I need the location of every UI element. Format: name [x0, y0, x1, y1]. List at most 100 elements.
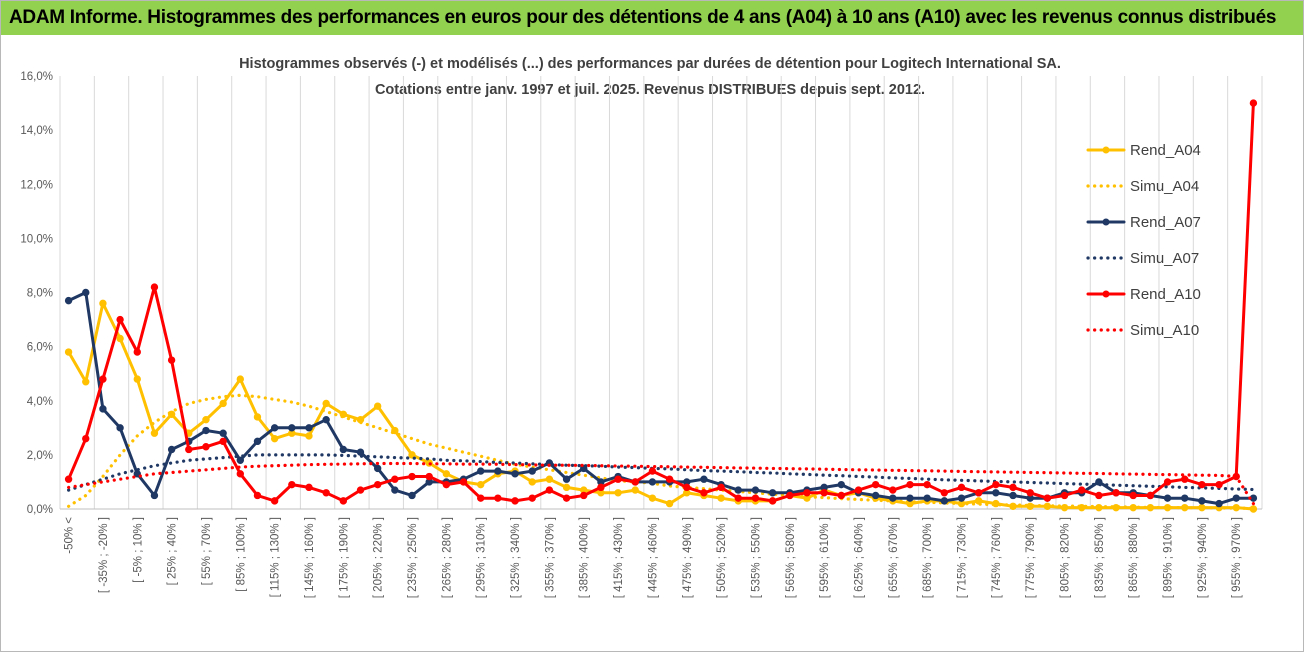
data-point-rend-a07 — [219, 429, 227, 437]
data-point-rend-a10 — [1146, 491, 1155, 500]
data-point-rend-a10 — [717, 483, 725, 492]
x-tick-label: [ 115% ; 130% ] — [270, 517, 282, 597]
data-point-rend-a07 — [889, 494, 897, 502]
legend-label-simu-a04: Simu_A04 — [1130, 178, 1199, 195]
y-tick-label: 2,0% — [27, 450, 53, 462]
x-tick-label: [ 655% ; 670% ] — [888, 517, 900, 598]
data-point-rend-a07 — [562, 475, 571, 483]
data-point-rend-a04 — [150, 429, 159, 437]
series-line-simu-a04 — [66, 393, 1256, 510]
y-tick-label: 4,0% — [27, 396, 53, 408]
legend-label-rend-a10: Rend_A10 — [1130, 286, 1201, 303]
legend-marker-rend-a10 — [1102, 290, 1110, 298]
data-point-rend-a04 — [665, 499, 674, 508]
x-tick-label: [ 895% ; 910% ] — [1163, 517, 1175, 598]
data-point-rend-a10 — [236, 470, 245, 478]
data-point-rend-a10 — [889, 486, 897, 494]
y-tick-label: 8,0% — [27, 288, 53, 300]
data-point-rend-a10 — [786, 491, 794, 500]
data-point-rend-a10 — [768, 497, 777, 505]
data-point-rend-a10 — [408, 472, 416, 481]
data-point-rend-a10 — [185, 445, 193, 454]
data-point-rend-a04 — [236, 375, 245, 383]
series-line-simu-a10 — [66, 461, 1256, 506]
data-point-rend-a10 — [494, 494, 502, 502]
data-point-rend-a10 — [648, 467, 657, 475]
data-point-rend-a04 — [253, 413, 262, 421]
data-point-rend-a10 — [940, 489, 949, 497]
data-point-rend-a10 — [597, 483, 605, 492]
data-point-rend-a10 — [734, 494, 742, 502]
data-point-rend-a10 — [837, 491, 845, 500]
data-point-rend-a04 — [64, 348, 73, 356]
legend-label-simu-a10: Simu_A10 — [1130, 322, 1199, 339]
data-point-rend-a07 — [751, 486, 760, 494]
data-point-rend-a10 — [614, 475, 622, 483]
x-tick-label: [ 865% ; 880% ] — [1128, 517, 1140, 598]
data-point-rend-a10 — [1078, 486, 1086, 494]
data-point-rend-a10 — [631, 478, 639, 486]
data-point-rend-a07 — [150, 491, 159, 500]
data-point-rend-a10 — [253, 491, 262, 500]
data-point-rend-a07 — [236, 456, 245, 464]
x-tick-label: [ 805% ; 820% ] — [1060, 517, 1072, 598]
data-point-rend-a10 — [820, 489, 828, 497]
data-point-rend-a10 — [974, 489, 983, 497]
data-point-rend-a10 — [1009, 483, 1017, 492]
data-point-rend-a10 — [803, 489, 811, 497]
data-point-rend-a04 — [528, 478, 536, 486]
data-point-rend-a07 — [700, 475, 708, 483]
data-point-rend-a10 — [545, 486, 554, 494]
data-point-rend-a10 — [116, 315, 124, 324]
data-point-rend-a07 — [167, 445, 176, 454]
x-tick-label: [ 355% ; 370% ] — [544, 517, 556, 598]
data-point-rend-a07 — [202, 426, 210, 435]
series-line-rend-a04 — [67, 301, 1255, 511]
x-tick-label: [ 595% ; 610% ] — [819, 517, 831, 598]
report-title: ADAM Informe. Histogrammes des performan… — [9, 7, 1277, 28]
data-point-rend-a04 — [614, 489, 622, 497]
x-tick-label: [ 745% ; 760% ] — [991, 517, 1003, 598]
data-point-rend-a10 — [562, 494, 571, 502]
x-tick-label: [ -5% ; 10% ] — [132, 517, 144, 583]
data-point-rend-a07 — [871, 491, 880, 500]
data-point-rend-a04 — [82, 378, 90, 386]
data-point-rend-a07 — [391, 486, 399, 494]
data-point-rend-a10 — [957, 483, 966, 492]
data-point-rend-a10 — [288, 480, 296, 489]
data-point-rend-a10 — [150, 283, 159, 291]
data-point-rend-a04 — [322, 399, 330, 408]
data-point-rend-a07 — [1215, 499, 1223, 508]
data-point-rend-a07 — [270, 424, 279, 432]
data-point-rend-a07 — [373, 464, 382, 473]
data-point-rend-a07 — [992, 489, 1000, 497]
x-tick-label: [ 85% ; 100% ] — [235, 517, 247, 592]
data-point-rend-a07 — [64, 296, 73, 305]
data-point-rend-a10 — [373, 480, 382, 489]
data-point-rend-a10 — [133, 348, 141, 356]
data-point-rend-a04 — [442, 470, 451, 478]
chart-title: Histogrammes observés (-) et modélisés (… — [239, 56, 1061, 72]
data-point-rend-a04 — [219, 399, 227, 408]
data-point-rend-a10 — [425, 472, 433, 481]
data-point-rend-a10 — [580, 491, 588, 500]
data-point-rend-a10 — [1026, 489, 1034, 497]
x-tick-label: [ 505% ; 520% ] — [716, 517, 728, 598]
x-tick-label: [ -35% ; -20% ] — [98, 517, 110, 593]
y-tick-label: 0,0% — [27, 504, 53, 516]
data-point-rend-a04 — [202, 415, 210, 424]
data-point-rend-a10 — [1163, 478, 1172, 486]
data-point-rend-a10 — [167, 356, 176, 364]
legend-marker-rend-a07 — [1102, 218, 1110, 226]
data-point-rend-a04 — [133, 375, 141, 383]
y-tick-label: 16,0% — [20, 71, 53, 83]
data-point-rend-a10 — [356, 486, 365, 494]
x-tick-label: [ 925% ; 940% ] — [1197, 517, 1209, 598]
data-point-rend-a07 — [253, 437, 262, 446]
data-point-rend-a10 — [1095, 491, 1103, 500]
data-point-rend-a10 — [923, 480, 931, 489]
x-tick-label: [ 835% ; 850% ] — [1094, 517, 1106, 598]
data-point-rend-a10 — [99, 375, 107, 383]
data-point-rend-a07 — [494, 467, 502, 475]
x-tick-label: [ 445% ; 460% ] — [647, 517, 659, 598]
